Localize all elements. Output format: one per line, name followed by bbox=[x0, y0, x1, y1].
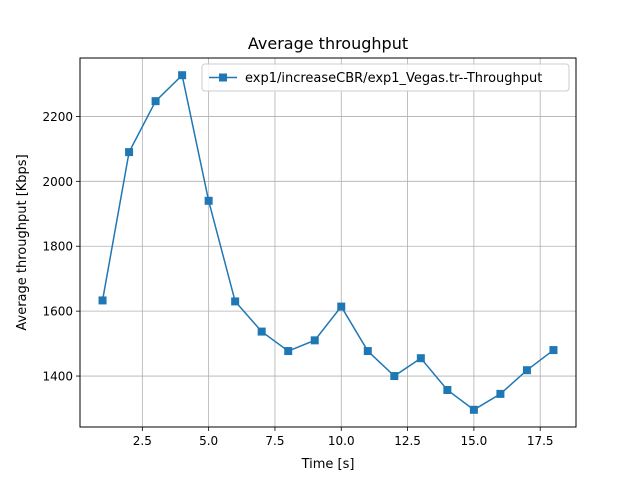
plot-frame bbox=[79, 57, 577, 428]
data-point-marker bbox=[549, 346, 558, 355]
legend: exp1/increaseCBR/exp1_Vegas.tr--Throughp… bbox=[201, 63, 570, 92]
data-point-marker bbox=[310, 336, 319, 345]
data-point-marker bbox=[469, 405, 478, 414]
data-point-marker bbox=[257, 327, 266, 336]
data-point-marker bbox=[522, 366, 531, 375]
data-point-marker bbox=[337, 302, 346, 311]
y-tick-label: 1400 bbox=[42, 370, 73, 384]
x-tick-label: 10.0 bbox=[328, 434, 355, 448]
data-point-marker bbox=[363, 347, 372, 356]
data-point-marker bbox=[178, 71, 187, 80]
data-point-marker bbox=[443, 386, 452, 395]
data-point-marker bbox=[231, 297, 240, 306]
data-point-marker bbox=[151, 97, 160, 106]
y-tick-label: 2000 bbox=[42, 175, 73, 189]
y-tick-label: 2200 bbox=[42, 110, 73, 124]
x-tick-label: 5.0 bbox=[199, 434, 218, 448]
chart-title: Average throughput bbox=[248, 34, 408, 53]
x-tick-label: 17.5 bbox=[527, 434, 554, 448]
series-line bbox=[101, 73, 554, 411]
legend-label: exp1/increaseCBR/exp1_Vegas.tr--Throughp… bbox=[245, 71, 542, 86]
data-point-marker bbox=[496, 389, 505, 398]
y-tick-label: 1800 bbox=[42, 240, 73, 254]
data-point-marker bbox=[284, 347, 293, 356]
data-point-marker bbox=[98, 296, 107, 305]
data-point-marker bbox=[204, 196, 213, 205]
data-series bbox=[98, 71, 558, 414]
legend-marker bbox=[219, 73, 227, 82]
x-tick-label: 2.5 bbox=[133, 434, 152, 448]
y-tick-label: 1600 bbox=[42, 305, 73, 319]
y-axis-ticks: 1400 1600 1800 2000 2200 bbox=[42, 110, 80, 384]
x-axis-label: Time [s] bbox=[301, 457, 355, 472]
x-tick-label: 7.5 bbox=[265, 434, 284, 448]
x-axis-ticks: 2.5 5.0 7.5 10.0 12.5 15.0 17.5 bbox=[133, 427, 554, 448]
legend-box bbox=[201, 63, 570, 92]
grid-lines bbox=[80, 58, 576, 427]
x-tick-label: 15.0 bbox=[461, 434, 488, 448]
y-axis-label: Average throughput [Kbps] bbox=[15, 154, 30, 330]
data-point-marker bbox=[390, 372, 399, 381]
data-point-marker bbox=[416, 354, 425, 363]
data-point-marker bbox=[125, 148, 134, 157]
x-tick-label: 12.5 bbox=[394, 434, 421, 448]
